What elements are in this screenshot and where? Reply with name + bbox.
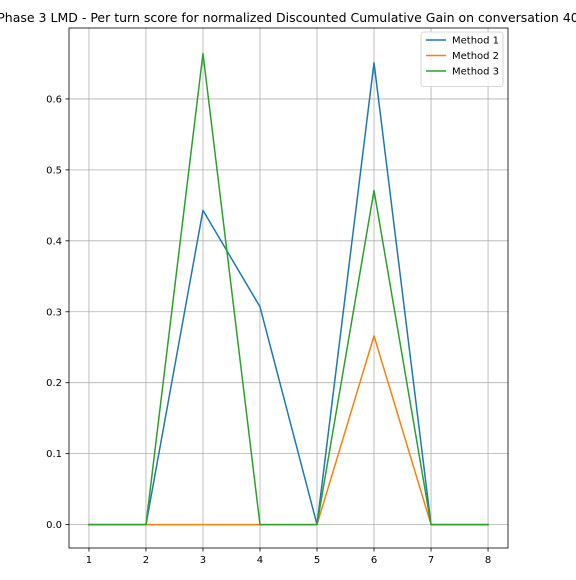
y-tick-label: 0.6 [46,94,62,105]
x-tick-label: 7 [428,555,434,566]
legend: Method 1 Method 2 Method 3 [420,31,504,87]
y-tick-label: 0.3 [46,307,62,318]
legend-label: Method 3 [452,67,499,78]
y-tick-label: 0.0 [46,520,62,531]
x-tick-label: 4 [257,555,263,566]
y-tick-label: 0.4 [46,236,62,247]
x-tick-label: 8 [485,555,491,566]
x-tick-label: 1 [86,555,92,566]
x-tick-label: 5 [314,555,320,566]
series-line-method-3 [88,52,489,526]
x-tick-label: 3 [200,555,206,566]
series-lines [88,52,489,526]
legend-label: Method 2 [452,51,499,62]
y-tick-label: 0.1 [46,449,62,460]
x-tick-label: 2 [143,555,149,566]
x-tick-label: 6 [371,555,377,566]
legend-box [420,31,504,87]
y-tick-label: 0.2 [46,378,62,389]
x-axis-ticks: 1 2 3 4 5 6 7 8 [86,548,491,566]
plot-area-frame [68,27,509,549]
y-tick-label: 0.5 [46,165,62,176]
chart-title: Phase 3 LMD - Per turn score for normali… [0,10,576,25]
y-axis-ticks: 0.0 0.1 0.2 0.3 0.4 0.5 0.6 [46,94,69,531]
legend-label: Method 1 [452,36,499,47]
series-line-method-1 [88,62,489,526]
